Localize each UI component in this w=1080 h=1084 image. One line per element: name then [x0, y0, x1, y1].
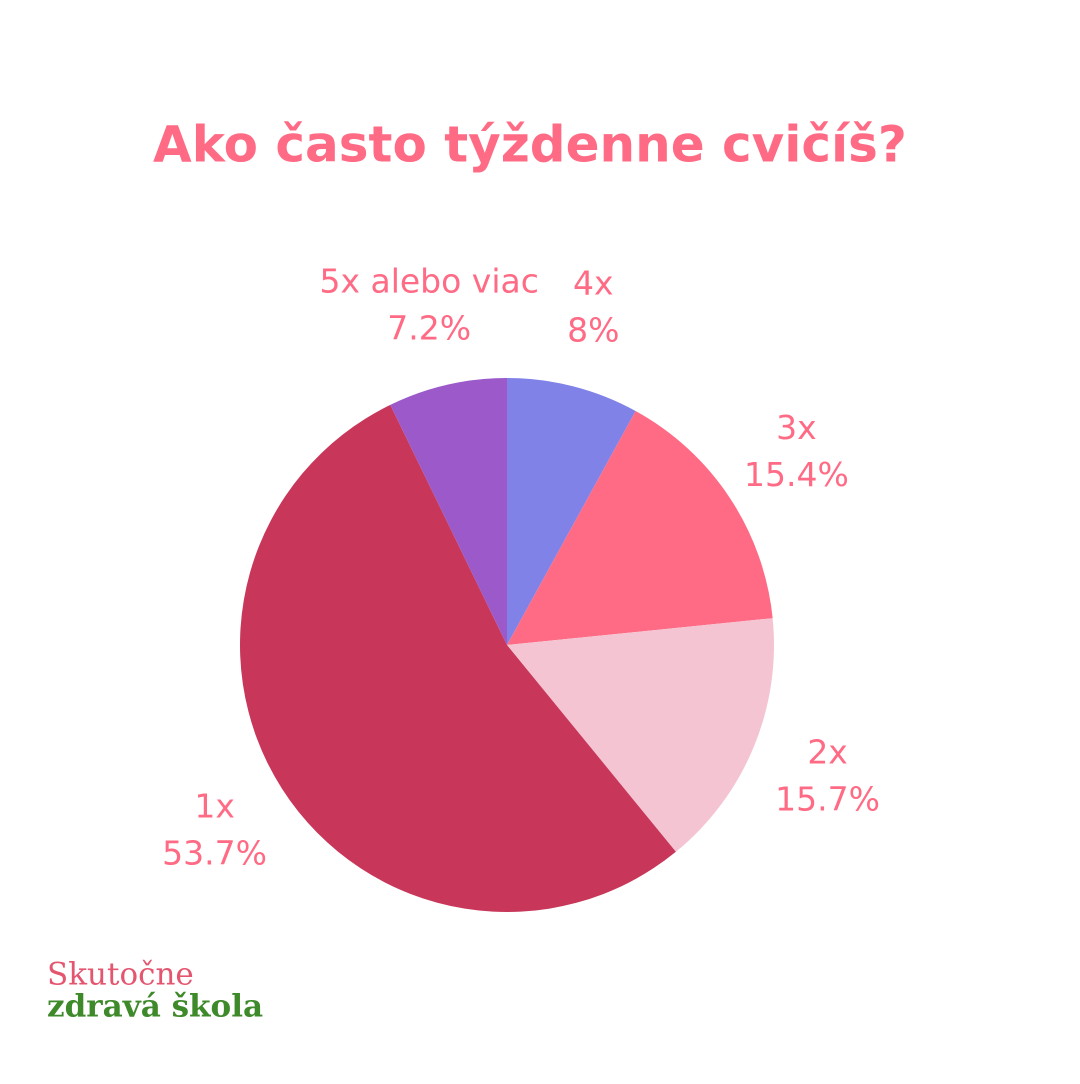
pie-slice: [240, 404, 676, 912]
value-label: 15.7%: [775, 779, 880, 818]
value-label: 8%: [567, 310, 619, 349]
slice-label: 2x: [807, 732, 848, 771]
slice-label: 5x alebo viac: [319, 261, 538, 300]
slice-label: 4x: [573, 263, 614, 302]
pie-slice: [507, 378, 636, 645]
brand-line: zdravá škola: [47, 989, 263, 1025]
slice-label: 1x: [194, 786, 235, 825]
chart-title: Ako často týždenne cvičíš?: [153, 116, 907, 174]
value-label: 15.4%: [744, 455, 849, 494]
pie-slice: [507, 618, 774, 852]
value-label: 7.2%: [387, 308, 471, 347]
pie-slice: [390, 378, 507, 645]
brand-line: Skutočne: [47, 957, 194, 993]
slice-label: 3x: [776, 408, 817, 447]
pie-slice: [507, 411, 773, 645]
value-label: 53.7%: [162, 833, 267, 872]
